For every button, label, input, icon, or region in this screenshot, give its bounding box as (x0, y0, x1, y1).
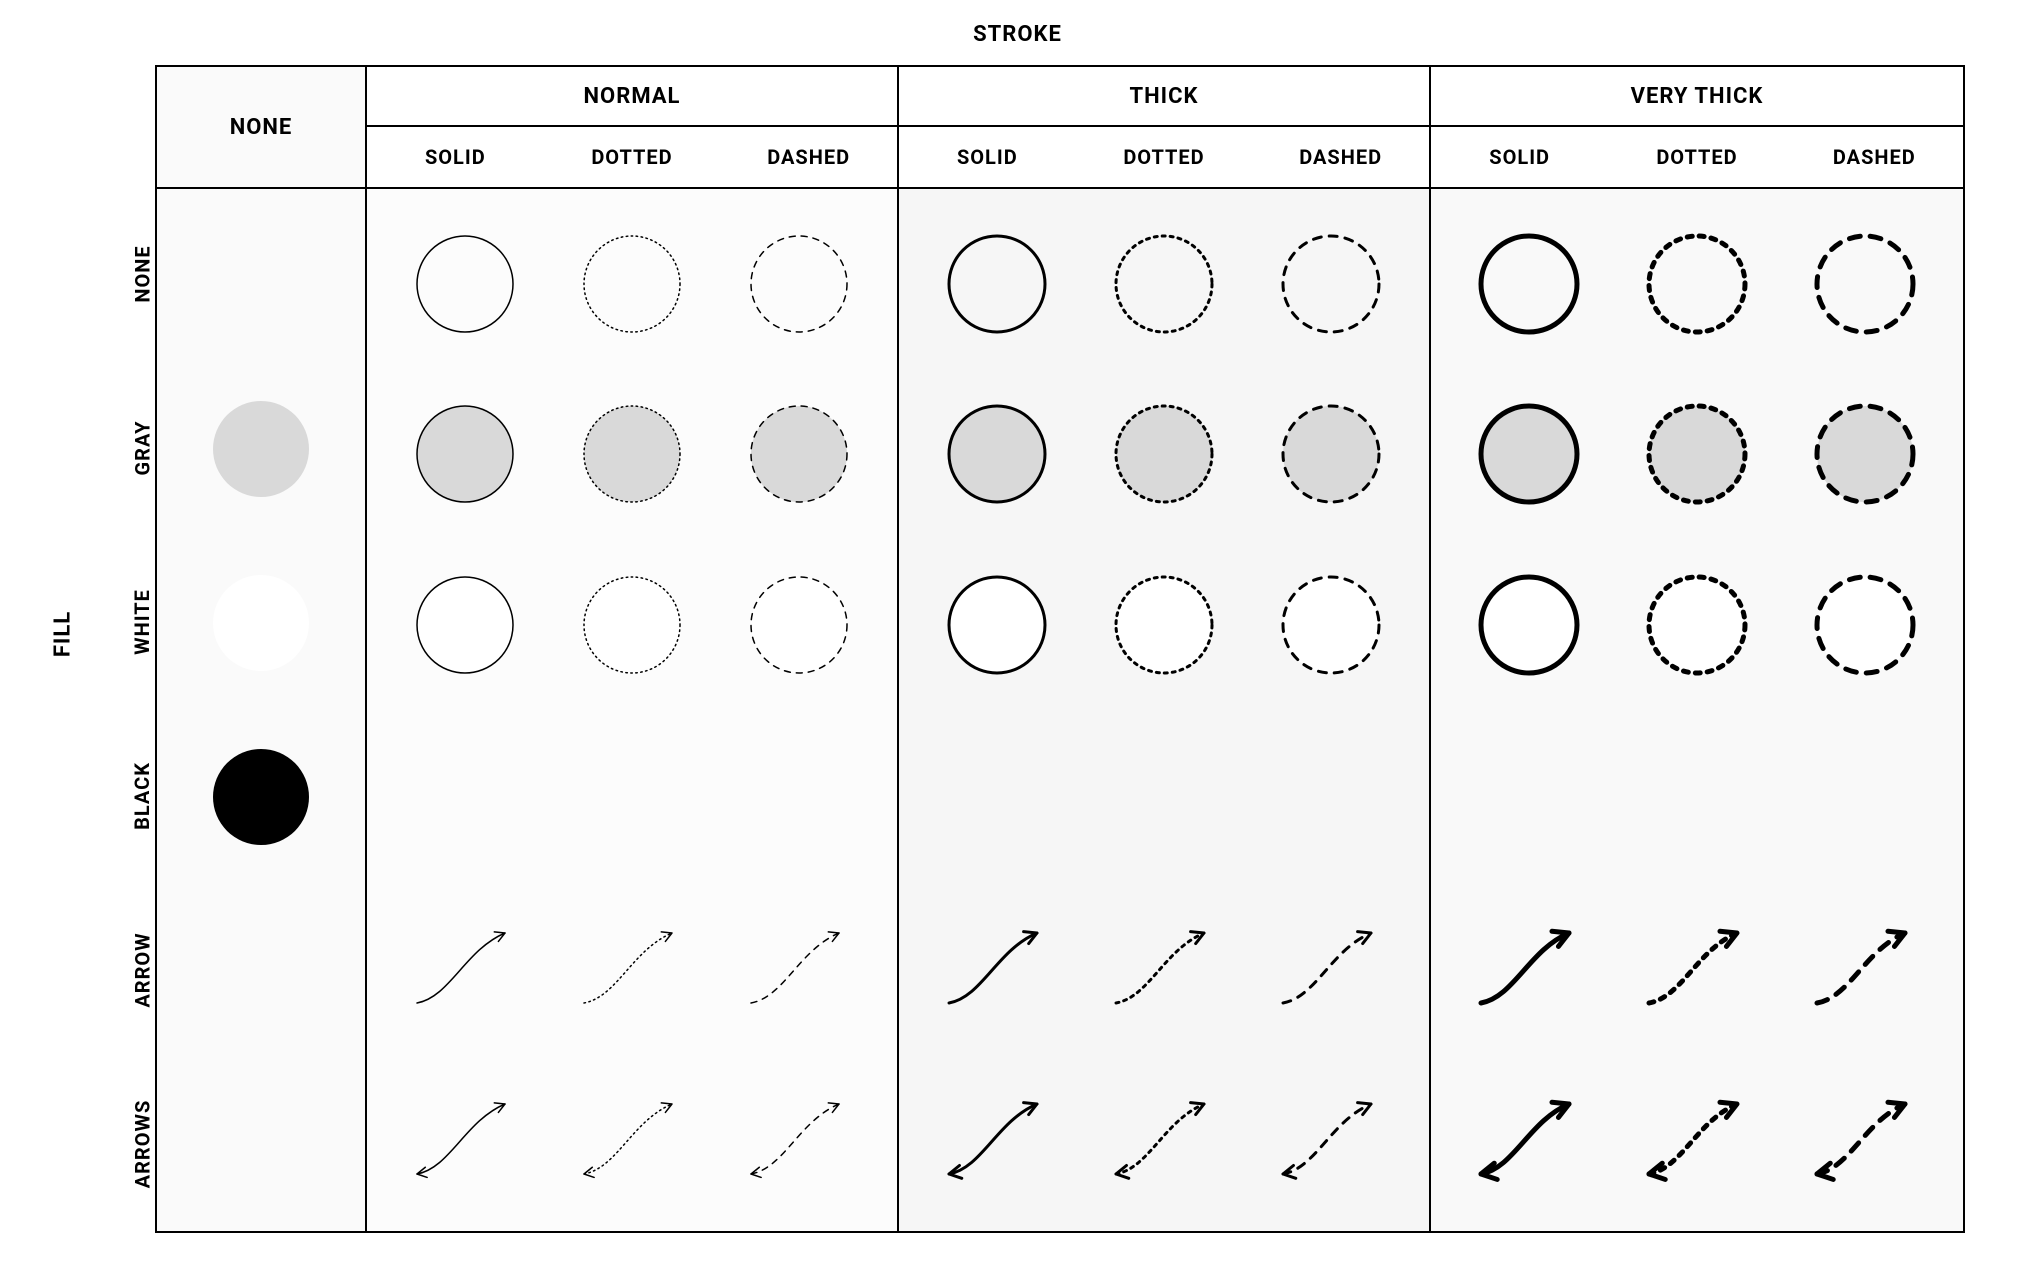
matrix-body (157, 187, 1963, 1231)
swatch-normal-dotted-arrows (548, 1051, 715, 1221)
sub-headers-thick: SOLIDDOTTEDDASHED (899, 127, 1431, 187)
swatch-normal-solid-arrow (381, 880, 548, 1050)
swatch-thick-dotted-none (1080, 199, 1247, 369)
sub-header-dotted: DOTTED (1608, 127, 1785, 187)
swatch-normal-dotted-black (548, 710, 715, 880)
sub-headers-very-thick: SOLIDDOTTEDDASHED (1431, 127, 1963, 187)
body-col-none (157, 189, 367, 1231)
swatch-thick-dashed-none (1248, 199, 1415, 369)
swatch-thick-dotted-white (1080, 540, 1247, 710)
swatch-very_thick-dashed-gray (1781, 369, 1949, 539)
swatch-thick-dashed-arrows (1248, 1051, 1415, 1221)
sub-header-dashed: DASHED (1786, 127, 1963, 187)
rows-axis-title: FILL (51, 611, 76, 657)
swatch-normal-dashed-black (716, 710, 883, 880)
swatch-very_thick-dotted-black (1613, 710, 1781, 880)
swatch-thick-solid-arrow (913, 880, 1080, 1050)
swatch-very_thick-dotted-arrow (1613, 880, 1781, 1050)
swatch-very_thick-dashed-none (1781, 199, 1949, 369)
swatch-very_thick-solid-arrow (1445, 880, 1613, 1050)
swatch-very_thick-dotted-none (1613, 199, 1781, 369)
swatch-none-arrow (157, 884, 365, 1058)
swatch-very_thick-dashed-arrow (1781, 880, 1949, 1050)
swatch-normal-solid-arrows (381, 1051, 548, 1221)
body-col-thick (899, 189, 1431, 1231)
swatch-very_thick-solid-white (1445, 540, 1613, 710)
sub-header-solid: SOLID (899, 127, 1076, 187)
swatch-very_thick-solid-arrows (1445, 1051, 1613, 1221)
swatch-very_thick-dashed-white (1781, 540, 1949, 710)
col-header-normal: NORMAL (367, 67, 899, 127)
sub-header-solid: SOLID (367, 127, 544, 187)
swatch-thick-dotted-arrows (1080, 1051, 1247, 1221)
sub-header-dotted: DOTTED (544, 127, 721, 187)
swatch-thick-solid-white (913, 540, 1080, 710)
swatch-normal-dashed-gray (716, 369, 883, 539)
sub-header-dashed: DASHED (1252, 127, 1429, 187)
swatch-none-none (157, 189, 365, 363)
swatch-normal-dotted-gray (548, 369, 715, 539)
swatch-thick-dashed-white (1248, 540, 1415, 710)
sub-header-dotted: DOTTED (1076, 127, 1253, 187)
body-col-normal (367, 189, 899, 1231)
swatch-normal-solid-none (381, 199, 548, 369)
swatch-very_thick-dotted-arrows (1613, 1051, 1781, 1221)
swatch-thick-dashed-arrow (1248, 880, 1415, 1050)
swatch-very_thick-solid-none (1445, 199, 1613, 369)
swatch-very_thick-dashed-black (1781, 710, 1949, 880)
matrix-grid: NONE NORMAL THICK VERY THICK SOLIDDOTTED… (155, 65, 1965, 1233)
style-matrix-diagram: STROKE FILL NONEGRAYWHITEBLACKARROWARROW… (0, 0, 2035, 1268)
swatch-very_thick-dotted-gray (1613, 369, 1781, 539)
swatch-very_thick-dashed-arrows (1781, 1051, 1949, 1221)
body-col-very-thick (1431, 189, 1963, 1231)
swatch-none-white (157, 536, 365, 710)
swatch-normal-solid-black (381, 710, 548, 880)
swatch-thick-dotted-arrow (1080, 880, 1247, 1050)
sub-header-solid: SOLID (1431, 127, 1608, 187)
row-labels: NONEGRAYWHITEBLACKARROWARROWS (98, 187, 153, 1231)
swatch-very_thick-solid-black (1445, 710, 1613, 880)
sub-header-dashed: DASHED (720, 127, 897, 187)
swatch-normal-dotted-white (548, 540, 715, 710)
swatch-very_thick-solid-gray (1445, 369, 1613, 539)
swatch-normal-dotted-arrow (548, 880, 715, 1050)
swatch-none-gray (157, 363, 365, 537)
swatch-normal-dashed-white (716, 540, 883, 710)
swatch-thick-dashed-gray (1248, 369, 1415, 539)
swatch-thick-solid-arrows (913, 1051, 1080, 1221)
swatch-none-black (157, 710, 365, 884)
swatch-very_thick-dotted-white (1613, 540, 1781, 710)
col-header-very-thick: VERY THICK (1431, 67, 1963, 127)
swatch-thick-solid-black (913, 710, 1080, 880)
swatch-normal-dashed-none (716, 199, 883, 369)
swatch-none-arrows (157, 1057, 365, 1231)
col-header-thick: THICK (899, 67, 1431, 127)
swatch-thick-solid-gray (913, 369, 1080, 539)
swatch-normal-dashed-arrows (716, 1051, 883, 1221)
columns-axis-title: STROKE (0, 22, 2035, 47)
swatch-normal-solid-white (381, 540, 548, 710)
sub-headers-normal: SOLIDDOTTEDDASHED (367, 127, 899, 187)
swatch-thick-solid-none (913, 199, 1080, 369)
swatch-thick-dashed-black (1248, 710, 1415, 880)
swatch-thick-dotted-gray (1080, 369, 1247, 539)
col-header-none: NONE (157, 67, 367, 187)
swatch-normal-dotted-none (548, 199, 715, 369)
swatch-thick-dotted-black (1080, 710, 1247, 880)
swatch-normal-dashed-arrow (716, 880, 883, 1050)
swatch-normal-solid-gray (381, 369, 548, 539)
